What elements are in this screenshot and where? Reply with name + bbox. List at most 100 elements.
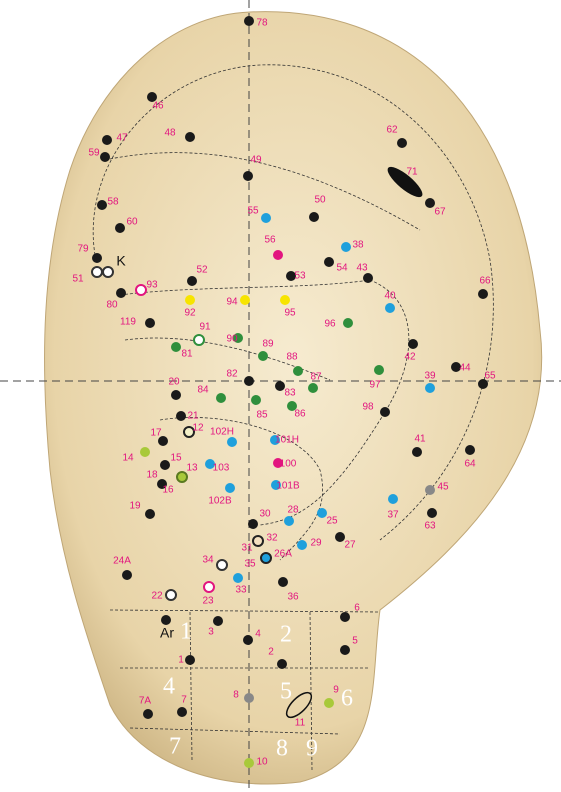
point (171, 390, 181, 400)
point (297, 540, 307, 550)
point (286, 271, 296, 281)
point-label: 71 (406, 167, 418, 178)
point-label: 10 (256, 757, 268, 768)
point (92, 253, 102, 263)
point (183, 426, 195, 438)
point (271, 480, 281, 490)
point-label: 1 (178, 655, 184, 666)
point (102, 266, 114, 278)
point (425, 198, 435, 208)
point-label: 119 (120, 317, 136, 328)
point (293, 366, 303, 376)
point-label: 84 (197, 385, 209, 396)
point (171, 342, 181, 352)
point-label: 101H (275, 435, 299, 446)
point-label: 95 (284, 308, 296, 319)
point-label: 30 (259, 509, 271, 520)
point (275, 381, 285, 391)
point-label: 36 (287, 592, 299, 603)
point-label: 90 (226, 334, 238, 345)
point-label: 92 (184, 308, 196, 319)
point-label: 42 (404, 352, 416, 363)
zone-number: 9 (306, 736, 318, 762)
point-label: 33 (235, 585, 247, 596)
point (341, 242, 351, 252)
point (244, 376, 254, 386)
point (478, 289, 488, 299)
point-label: 78 (256, 18, 268, 29)
point-label: 85 (256, 410, 268, 421)
point (277, 659, 287, 669)
point (157, 479, 167, 489)
point (380, 407, 390, 417)
point (158, 436, 168, 446)
point-label: 66 (479, 276, 491, 287)
point-label: 13 (186, 463, 198, 474)
point-label: 65 (484, 371, 496, 382)
point (397, 138, 407, 148)
point (465, 445, 475, 455)
point-label: 91 (199, 322, 211, 333)
zone-number: 2 (280, 622, 292, 648)
point (258, 351, 268, 361)
point-label: 22 (151, 591, 163, 602)
point-label: 53 (294, 271, 306, 282)
point-label: 96 (324, 319, 336, 330)
point (233, 573, 243, 583)
point-label: 17 (150, 428, 162, 439)
point (203, 581, 215, 593)
point-label: 45 (437, 482, 449, 493)
marker-label: K (116, 253, 126, 269)
point (244, 693, 254, 703)
point-label: 86 (294, 409, 306, 420)
point-label: 87 (310, 372, 322, 383)
point-label: 102H (210, 427, 234, 438)
point (270, 435, 280, 445)
point-label: 50 (314, 195, 326, 206)
point-label: 47 (116, 133, 128, 144)
point-label: 52 (196, 265, 208, 276)
point (251, 395, 261, 405)
point-label: 20 (168, 377, 180, 388)
point-label: 54 (336, 263, 348, 274)
zone-number: 1 (180, 619, 192, 645)
point-label: 103 (213, 463, 230, 474)
point-label: 14 (122, 453, 134, 464)
point (478, 379, 488, 389)
point-label: 3 (208, 627, 214, 638)
point-label: 39 (424, 371, 436, 382)
point (115, 223, 125, 233)
point (177, 707, 187, 717)
point (176, 411, 186, 421)
point (97, 200, 107, 210)
point (324, 257, 334, 267)
marker-label: Ar (160, 625, 174, 641)
point (278, 577, 288, 587)
point (317, 508, 327, 518)
point-label: 18 (146, 470, 158, 481)
zone-number: 8 (276, 736, 288, 762)
point (252, 535, 264, 547)
zone-number: 4 (163, 674, 175, 700)
point (343, 318, 353, 328)
point (340, 612, 350, 622)
point (244, 758, 254, 768)
point (216, 559, 228, 571)
point (287, 401, 297, 411)
point-label: 51 (72, 274, 84, 285)
point (185, 295, 195, 305)
point-label: 29 (310, 538, 322, 549)
point-label: 32 (266, 533, 278, 544)
point-label: 49 (250, 155, 262, 166)
point (233, 333, 243, 343)
point-label: 28 (287, 505, 299, 516)
point-label: 93 (146, 280, 158, 291)
point (363, 273, 373, 283)
point-label: 89 (262, 339, 274, 350)
point-label: 62 (386, 125, 398, 136)
point-label: 6 (354, 603, 360, 614)
point (388, 494, 398, 504)
point-label: 5 (352, 636, 358, 647)
point (243, 635, 253, 645)
